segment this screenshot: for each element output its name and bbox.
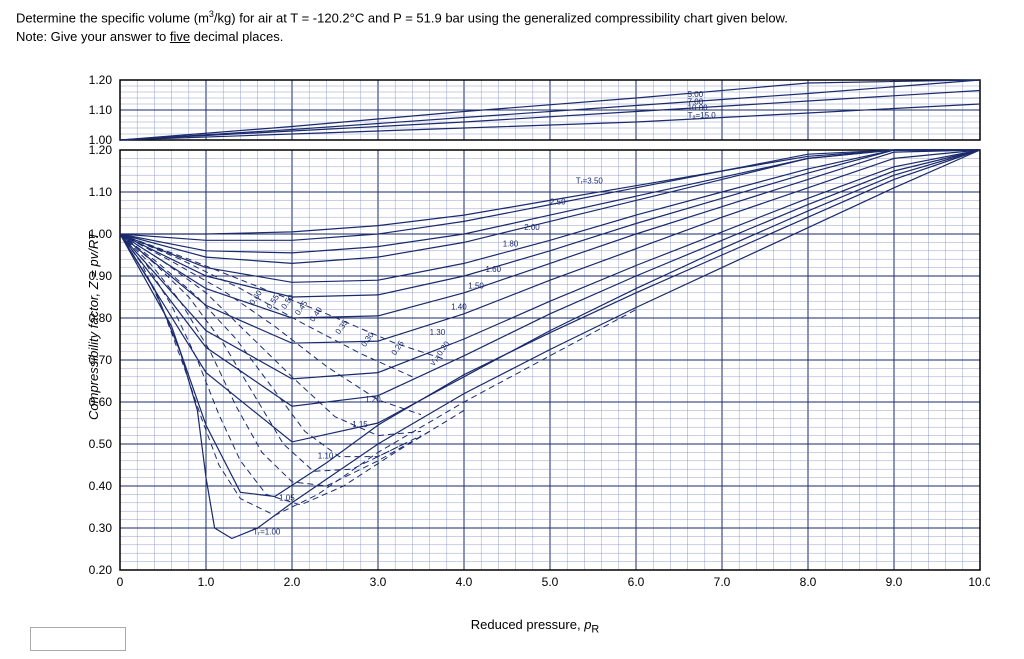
- svg-text:1.10: 1.10: [89, 103, 113, 117]
- q-line1-c: °C and P = 51.9 bar using the generalize…: [350, 10, 788, 25]
- svg-text:0.45: 0.45: [293, 299, 310, 317]
- page: Determine the specific volume (m3/kg) fo…: [0, 0, 1024, 659]
- q-line2-a: Note: Give your answer to: [16, 29, 170, 44]
- svg-text:5.00: 5.00: [688, 90, 704, 99]
- svg-text:1.40: 1.40: [451, 303, 467, 312]
- svg-text:1.20: 1.20: [89, 143, 113, 157]
- svg-text:0.20: 0.20: [89, 563, 113, 577]
- svg-text:1.10: 1.10: [89, 185, 113, 199]
- svg-text:0.35: 0.35: [334, 318, 351, 336]
- svg-text:0.40: 0.40: [89, 479, 113, 493]
- svg-text:0: 0: [117, 575, 124, 589]
- svg-text:8.0: 8.0: [800, 575, 817, 589]
- q-line2-u: five: [170, 29, 190, 44]
- svg-text:Tᵣ=1.00: Tᵣ=1.00: [253, 527, 281, 536]
- svg-text:0.30: 0.30: [89, 521, 113, 535]
- svg-text:9.0: 9.0: [886, 575, 903, 589]
- svg-text:0.50: 0.50: [89, 437, 113, 451]
- q-line1-b: /kg) for air at T = -120.2: [214, 10, 350, 25]
- svg-text:1.05: 1.05: [279, 494, 295, 503]
- chart-svg: 1.001.101.200.200.300.400.500.600.700.80…: [70, 70, 990, 590]
- svg-text:1.20: 1.20: [89, 73, 113, 87]
- x-axis-label: Reduced pressure, pR: [70, 617, 1000, 636]
- svg-text:2.0: 2.0: [284, 575, 301, 589]
- y-axis-label: Compressibility factor, Z = pv/RT: [86, 232, 101, 420]
- q-line2-b: decimal places.: [190, 29, 283, 44]
- svg-text:2.50: 2.50: [550, 198, 566, 207]
- chart: Compressibility factor, Z = pv/RT 1.0 0 1.…: [70, 70, 1000, 600]
- svg-text:10.0: 10.0: [968, 575, 990, 589]
- question-text: Determine the specific volume (m3/kg) fo…: [16, 8, 1008, 46]
- q-line1-a: Determine the specific volume (m: [16, 10, 209, 25]
- svg-text:1.0: 1.0: [198, 575, 215, 589]
- svg-text:1.30: 1.30: [430, 328, 446, 337]
- svg-text:6.0: 6.0: [628, 575, 645, 589]
- svg-text:5.0: 5.0: [542, 575, 559, 589]
- svg-text:7.0: 7.0: [714, 575, 731, 589]
- answer-input[interactable]: [30, 627, 126, 651]
- svg-text:4.0: 4.0: [456, 575, 473, 589]
- svg-text:1.80: 1.80: [503, 240, 519, 249]
- svg-text:Tᵣ=3.50: Tᵣ=3.50: [576, 177, 604, 186]
- svg-text:3.0: 3.0: [370, 575, 387, 589]
- svg-text:0.30: 0.30: [359, 330, 376, 348]
